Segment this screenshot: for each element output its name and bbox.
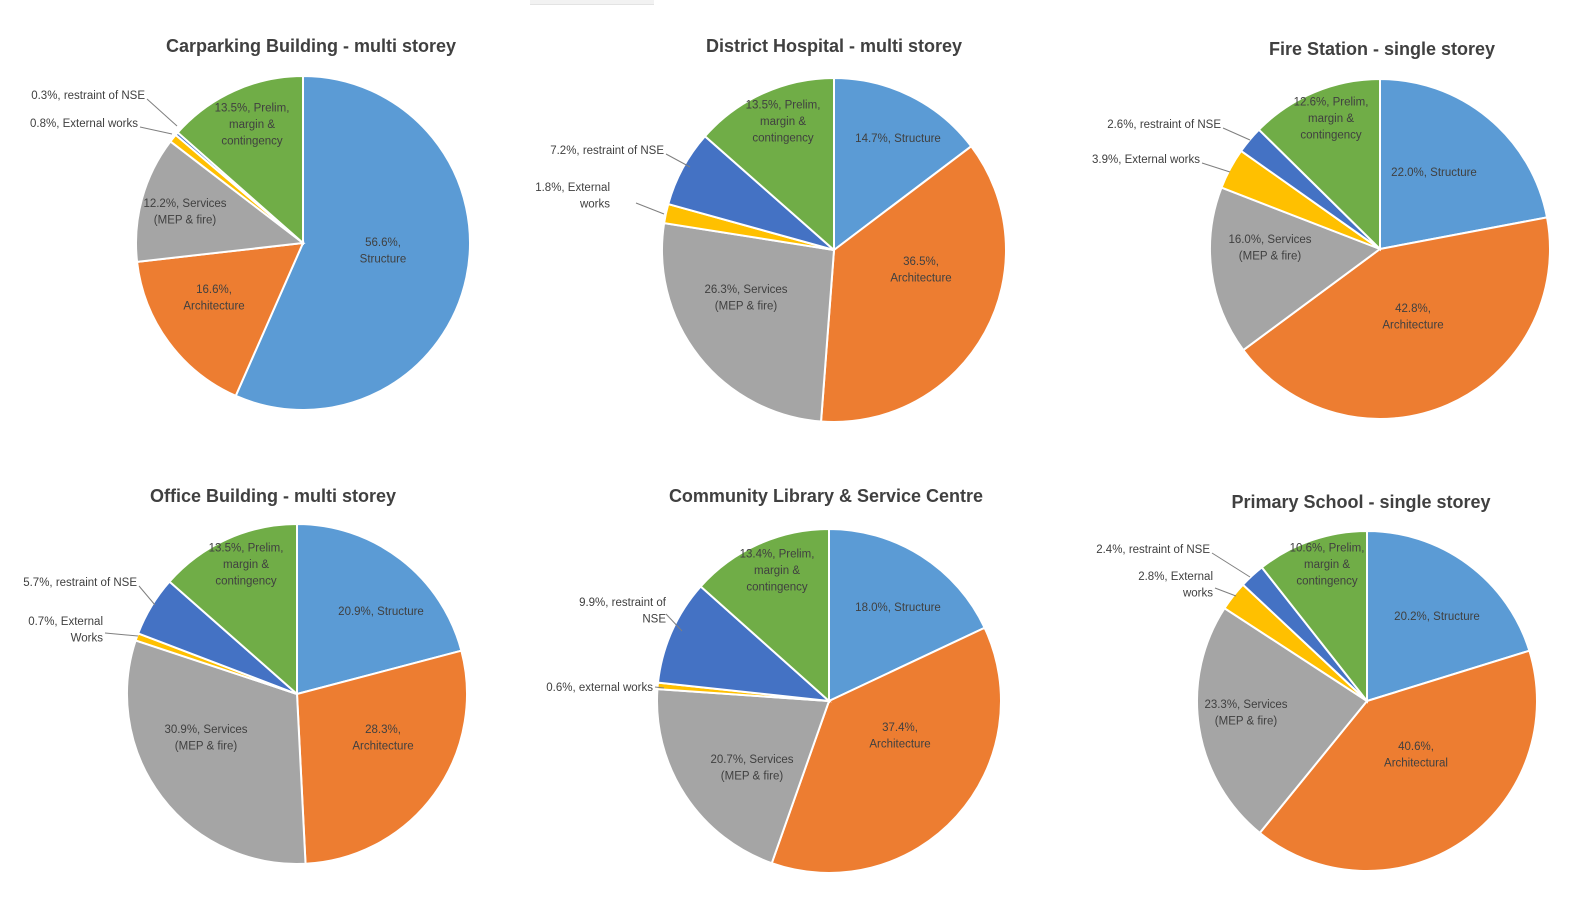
data-label-external: 1.8%, External works xyxy=(535,182,610,211)
data-label-structure: 22.0%, Structure xyxy=(1391,167,1477,179)
pie-slice-structure xyxy=(234,74,471,411)
chart-title: Office Building - multi storey xyxy=(150,486,396,506)
pie-slice-architecture xyxy=(135,241,305,398)
label-leader-line xyxy=(1214,587,1237,597)
data-label-prelim: 12.6%, Prelim, margin & contingency xyxy=(1294,97,1369,142)
data-label-structure: 20.2%, Structure xyxy=(1394,611,1480,623)
pie-chart-1: Carparking Building - multi storey 56.6%,… xyxy=(30,36,471,411)
pie-slice-nse xyxy=(656,585,832,703)
data-label-external: 3.9%, External works xyxy=(1092,154,1200,166)
pie-slice-architecture xyxy=(1258,649,1538,872)
label-leader-line xyxy=(1211,552,1251,578)
data-label-structure: 18.0%, Structure xyxy=(855,602,941,614)
data-label-nse: 2.4%, restraint of NSE xyxy=(1096,544,1210,556)
data-label-architecture: 16.6%, Architecture xyxy=(183,284,244,313)
data-label-prelim: 13.4%, Prelim, margin & contingency xyxy=(740,549,815,594)
pie-slice-services xyxy=(1209,186,1383,352)
data-label-external: 2.8%, External works xyxy=(1138,571,1213,600)
pie-chart-6: Primary School - single storey 20.2%, Str… xyxy=(1096,492,1538,872)
data-label-architecture: 40.6%, Architectural xyxy=(1384,741,1448,770)
pie-slice-prelim xyxy=(703,76,835,253)
pie-slice-services xyxy=(135,140,306,263)
pie-chart-2: District Hospital - multi storey 14.7%, S… xyxy=(535,36,1007,423)
pie-chart-5: Community Library & Service Centre 18.0%,… xyxy=(546,486,1002,874)
pie-slice-prelim xyxy=(168,522,298,697)
pie-slice-services xyxy=(656,688,831,865)
chart-title: District Hospital - multi storey xyxy=(706,36,962,56)
pie-slice-prelim xyxy=(1257,77,1381,252)
label-leader-line xyxy=(665,613,683,632)
pie-slice-architecture xyxy=(1241,216,1551,420)
label-leader-line xyxy=(1201,162,1231,173)
data-label-nse: 9.9%, restraint of NSE xyxy=(579,597,667,626)
label-leader-line xyxy=(635,202,665,215)
pie-slice-prelim xyxy=(699,527,830,704)
data-label-structure: 20.9%, Structure xyxy=(338,606,424,618)
label-leader-line xyxy=(104,632,139,637)
data-label-services: 20.7%, Services (MEP & fire) xyxy=(710,754,793,783)
data-label-nse: 0.3%, restraint of NSE xyxy=(31,90,145,102)
label-leader-line xyxy=(654,686,665,689)
data-label-services: 12.2%, Services (MEP & fire) xyxy=(143,198,226,227)
label-leader-line xyxy=(138,585,156,606)
label-leader-line xyxy=(1222,127,1251,141)
pie-slice-architecture xyxy=(819,144,1007,423)
data-label-nse: 5.7%, restraint of NSE xyxy=(23,577,137,589)
data-label-services: 30.9%, Services (MEP & fire) xyxy=(164,724,247,753)
pie-slice-services xyxy=(661,221,836,423)
data-label-services: 26.3%, Services (MEP & fire) xyxy=(704,284,787,313)
data-label-prelim: 13.5%, Prelim, margin & contingency xyxy=(215,103,290,148)
data-label-structure: 56.6%, Structure xyxy=(360,237,407,265)
data-label-architecture: 36.5%, Architecture xyxy=(890,256,951,285)
data-label-services: 16.0%, Services (MEP & fire) xyxy=(1228,234,1311,262)
top-tab xyxy=(530,0,654,5)
chart-title: Fire Station - single storey xyxy=(1269,39,1495,59)
pie-slice-services xyxy=(125,639,307,865)
data-label-nse: 7.2%, restraint of NSE xyxy=(550,145,664,157)
data-label-external: 0.8%, External works xyxy=(30,118,138,130)
chart-title: Carparking Building - multi storey xyxy=(166,36,456,56)
data-label-prelim: 10.6%, Prelim, margin & contingency xyxy=(1290,543,1365,588)
data-label-architecture: 42.8%, Architecture xyxy=(1382,303,1443,332)
data-label-services: 23.3%, Services (MEP & fire) xyxy=(1204,699,1287,728)
pie-slice-architecture xyxy=(770,626,1002,874)
pie-chart-3: Fire Station - single storey 22.0%, Struc… xyxy=(1092,39,1551,420)
label-leader-line xyxy=(146,98,178,127)
pie-slice-prelim xyxy=(1260,529,1368,704)
pie-slice-structure xyxy=(296,522,463,696)
data-label-prelim: 13.5%, Prelim, margin & contingency xyxy=(746,100,821,145)
chart-title: Community Library & Service Centre xyxy=(669,486,983,506)
data-label-prelim: 13.5%, Prelim, margin & contingency xyxy=(209,543,284,588)
pie-slice-structure xyxy=(1366,529,1531,703)
label-leader-line xyxy=(665,153,691,168)
data-label-external: 0.6%, external works xyxy=(546,682,653,694)
data-label-structure: 14.7%, Structure xyxy=(855,133,941,145)
data-label-architecture: 28.3%, Architecture xyxy=(352,724,413,753)
pie-slice-architecture xyxy=(295,649,468,865)
pie-chart-4: Office Building - multi storey 20.9%, Str… xyxy=(23,486,468,865)
chart-title: Primary School - single storey xyxy=(1231,492,1490,512)
pie-slice-structure xyxy=(828,527,986,703)
pie-slice-structure xyxy=(833,76,973,253)
pie-slice-structure xyxy=(1379,77,1549,251)
pie-slice-services xyxy=(1196,606,1369,835)
data-label-architecture: 37.4%, Architecture xyxy=(869,722,930,751)
pie-slice-prelim xyxy=(176,74,304,246)
data-label-external: 0.7%, External Works xyxy=(28,616,103,645)
data-label-nse: 2.6%, restraint of NSE xyxy=(1107,119,1221,131)
label-leader-line xyxy=(139,126,173,135)
